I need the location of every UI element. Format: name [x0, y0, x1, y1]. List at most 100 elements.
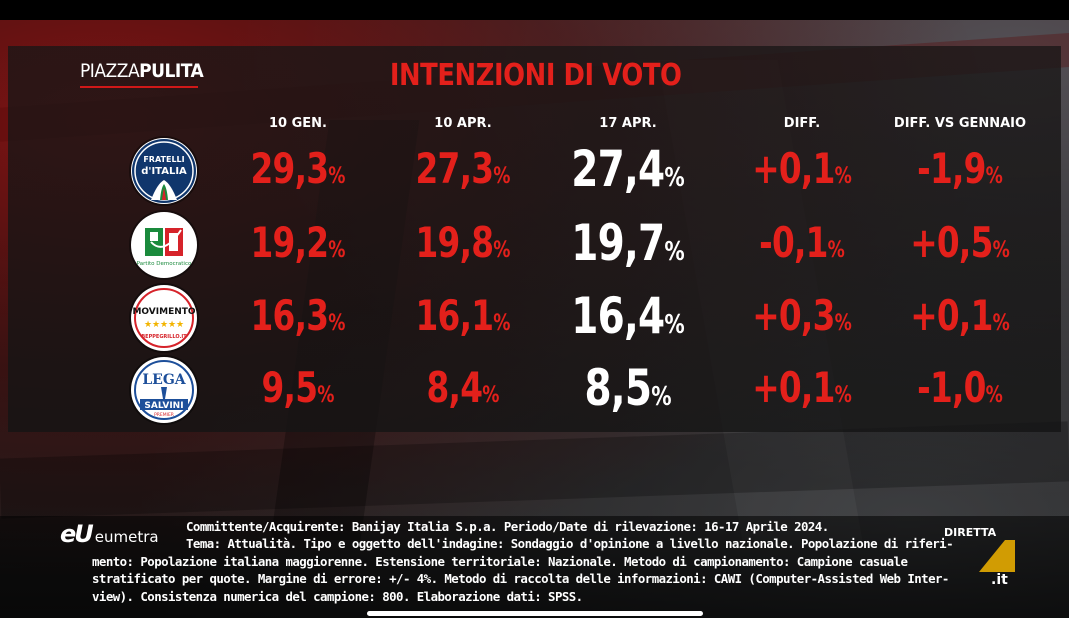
chart-title: INTENZIONI DI VOTO — [389, 58, 682, 93]
svg-text:SALVINI: SALVINI — [144, 401, 183, 411]
value-cell: +0,5% — [890, 213, 1030, 273]
percent-sign: % — [493, 311, 511, 336]
percent-sign: % — [651, 382, 672, 412]
percent-sign: % — [664, 163, 685, 193]
percent-sign: % — [834, 383, 852, 408]
value-number: 8,5 — [584, 359, 652, 417]
value-cell: 27,3% — [393, 139, 533, 199]
value-cell: 16,1% — [393, 286, 533, 346]
value-number: 19,8 — [415, 218, 494, 267]
movimento-5-stelle-logo: MOVIMENTO ★ ★ ★ ★ ★ BEPPEGRILLO.IT — [131, 285, 197, 351]
value-number: +0,1 — [752, 363, 835, 412]
percent-sign: % — [992, 238, 1010, 263]
brand-underline — [80, 86, 198, 88]
show-brand-logo: PIAZZAPULITA — [80, 59, 204, 83]
methodology-note-line1: Committente/Acquirente: Banijay Italia S… — [186, 518, 1016, 553]
percent-sign: % — [827, 238, 845, 263]
brand-part-1: PIAZZA — [80, 60, 140, 82]
value-number: 27,3 — [415, 144, 494, 193]
column-header: DIFF. VS GENNAIO — [893, 116, 1027, 131]
eumetra-name: eumetra — [94, 528, 159, 546]
value-cell: 9,5% — [228, 358, 368, 418]
value-number: +0,1 — [910, 291, 993, 340]
percent-sign: % — [328, 164, 346, 189]
value-cell: 16,4% — [558, 286, 698, 346]
value-cell: 8,5% — [558, 358, 698, 418]
value-cell: +0,1% — [890, 286, 1030, 346]
svg-text:BEPPEGRILLO.IT: BEPPEGRILLO.IT — [141, 334, 187, 340]
eumetra-logo: eU eumetra — [60, 520, 159, 548]
home-indicator-bar[interactable] — [367, 611, 703, 616]
svg-text:★: ★ — [176, 320, 184, 330]
svg-text:★: ★ — [144, 320, 152, 330]
svg-text:Partito Democratico: Partito Democratico — [137, 261, 192, 267]
value-cell: 8,4% — [393, 358, 533, 418]
svg-text:PREMIER: PREMIER — [154, 412, 174, 418]
footer-band — [0, 516, 1069, 618]
lega-salvini-logo: LEGA SALVINI PREMIER — [131, 357, 197, 423]
value-cell: 29,3% — [228, 139, 368, 199]
top-black-bar — [0, 0, 1069, 20]
svg-text:FRATELLI: FRATELLI — [143, 155, 184, 164]
svg-text:MOVIMENTO: MOVIMENTO — [132, 307, 195, 317]
value-number: 16,4 — [571, 287, 665, 345]
percent-sign: % — [985, 383, 1003, 408]
svg-text:d'ITALIA: d'ITALIA — [141, 166, 187, 177]
value-number: 29,3 — [250, 144, 329, 193]
svg-text:★: ★ — [168, 320, 176, 330]
live-label: DIRETTA — [944, 526, 997, 539]
value-number: 16,3 — [250, 291, 329, 340]
column-header: 17 APR. — [599, 116, 657, 131]
value-number: +0,3 — [752, 291, 835, 340]
methodology-line2: Tema: Attualità. Tipo e oggetto dell'ind… — [186, 536, 954, 552]
eumetra-mark: eU — [60, 520, 94, 548]
percent-sign: % — [985, 164, 1003, 189]
value-cell: -1,0% — [890, 358, 1030, 418]
value-cell: +0,1% — [732, 358, 872, 418]
value-number: 27,4 — [571, 140, 665, 198]
methodology-line1: Committente/Acquirente: Banijay Italia S… — [186, 519, 829, 534]
column-header: DIFF. — [783, 116, 821, 131]
svg-text:LEGA: LEGA — [142, 372, 186, 388]
column-header: 10 APR. — [434, 116, 492, 131]
svg-text:★: ★ — [160, 320, 168, 330]
fratelli-ditalia-logo: FRATELLI d'ITALIA — [131, 138, 197, 204]
value-number: 16,1 — [415, 291, 494, 340]
percent-sign: % — [834, 311, 852, 336]
value-number: 19,2 — [250, 218, 329, 267]
value-number: 8,4 — [426, 363, 483, 412]
background-beam — [0, 421, 1069, 519]
percent-sign: % — [664, 237, 685, 267]
value-cell: -0,1% — [732, 213, 872, 273]
partito-democratico-logo: Partito Democratico — [131, 212, 197, 278]
channel-suffix: .it — [991, 572, 1008, 586]
value-cell: 19,2% — [228, 213, 368, 273]
value-cell: +0,1% — [732, 139, 872, 199]
value-number: 9,5 — [261, 363, 318, 412]
brand-part-2: PULITA — [139, 60, 204, 82]
svg-text:★: ★ — [152, 320, 160, 330]
value-cell: 27,4% — [558, 139, 698, 199]
value-cell: +0,3% — [732, 286, 872, 346]
percent-sign: % — [664, 310, 685, 340]
percent-sign: % — [834, 164, 852, 189]
percent-sign: % — [482, 383, 500, 408]
percent-sign: % — [493, 164, 511, 189]
percent-sign: % — [328, 238, 346, 263]
value-cell: -1,9% — [890, 139, 1030, 199]
value-number: -1,9 — [917, 144, 986, 193]
value-number: +0,5 — [910, 218, 993, 267]
value-number: -1,0 — [917, 363, 986, 412]
percent-sign: % — [328, 311, 346, 336]
value-number: +0,1 — [752, 144, 835, 193]
la7-logo: .it — [979, 540, 1015, 586]
percent-sign: % — [992, 311, 1010, 336]
value-number: -0,1 — [759, 218, 828, 267]
value-number: 19,7 — [571, 214, 665, 272]
column-header: 10 GEN. — [269, 116, 327, 131]
value-cell: 19,7% — [558, 213, 698, 273]
methodology-note-rest: mento: Popolazione italiana maggiorenne.… — [92, 554, 949, 604]
value-cell: 19,8% — [393, 213, 533, 273]
percent-sign: % — [317, 383, 335, 408]
